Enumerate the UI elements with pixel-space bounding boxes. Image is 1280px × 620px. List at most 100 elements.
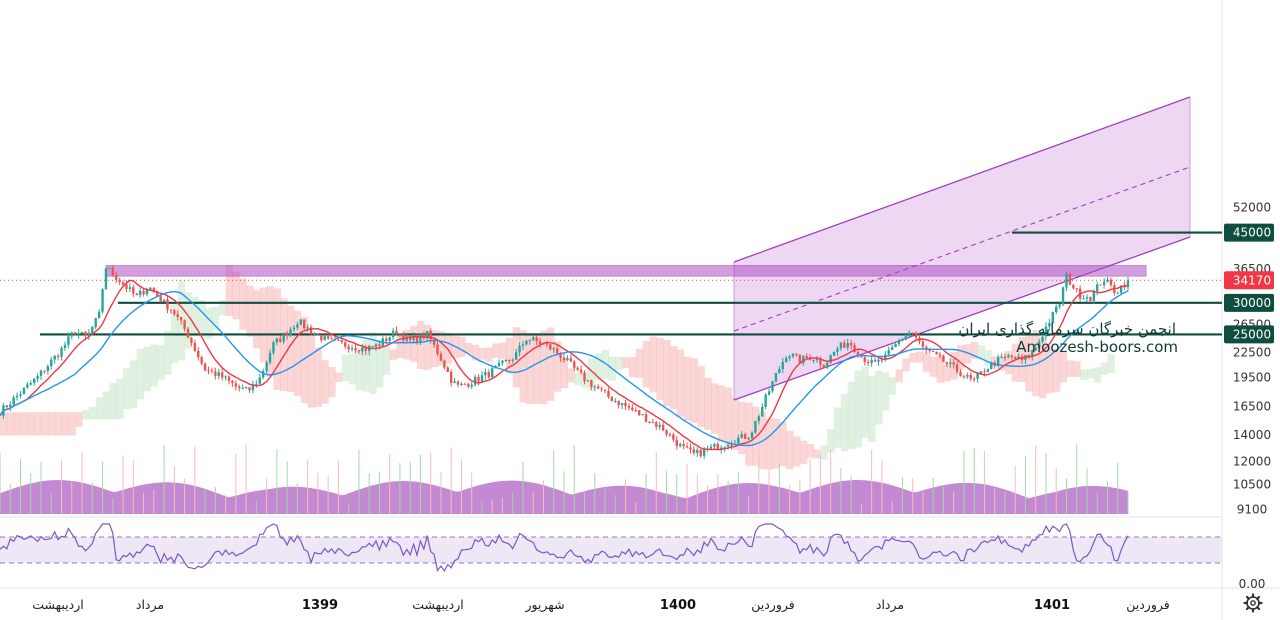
candle-body: [101, 289, 104, 312]
candle-body: [870, 359, 873, 364]
candle-body: [15, 395, 19, 398]
moving-average-1: [0, 279, 1129, 451]
ichimoku-segment: [102, 391, 110, 420]
candle-body: [361, 347, 364, 352]
candle-body: [754, 420, 757, 433]
candle-body: [289, 329, 292, 336]
candle-body: [104, 268, 108, 290]
candle-body: [887, 350, 890, 355]
ichimoku-segment: [567, 368, 575, 383]
ichimoku-segment: [902, 358, 910, 372]
ichimoku-segment: [697, 366, 705, 428]
ichimoku-segment: [198, 299, 206, 337]
candle-body: [648, 421, 651, 423]
ichimoku-segment: [259, 287, 268, 363]
time-axis[interactable]: اردیبهشت مرداد 1399 اردیبهشت شهریور 1400 فرورد…: [32, 597, 1170, 613]
candle-body: [32, 378, 36, 384]
candle-body: [696, 449, 699, 453]
ichimoku-segment: [745, 402, 753, 466]
ichimoku-segment: [560, 357, 569, 389]
price-axis[interactable]: 5200045000365003417030000265002500022500…: [1224, 201, 1274, 517]
resistance-zone[interactable]: [105, 265, 1147, 277]
candle-body: [627, 406, 631, 408]
ichimoku-segment: [683, 356, 692, 421]
candle-body: [723, 446, 726, 448]
candle-body: [484, 372, 487, 376]
candle-body: [784, 358, 788, 363]
resistance-zone-rect: [105, 265, 1147, 277]
candle-body: [983, 371, 986, 373]
ichimoku-segment: [27, 412, 35, 436]
ichimoku-segment: [1080, 369, 1088, 380]
candle-body: [586, 380, 590, 382]
ichimoku-segment: [252, 290, 261, 349]
rsi-pane: 0.00: [0, 523, 1265, 591]
ichimoku-segment: [840, 393, 849, 452]
candle-body: [443, 360, 446, 368]
candle-body: [921, 341, 925, 347]
candle-body: [149, 287, 152, 290]
price-badge-label: 25000: [1233, 327, 1271, 341]
candle-body: [979, 371, 983, 374]
ichimoku-segment: [1066, 360, 1074, 377]
ichimoku-segment: [314, 347, 322, 407]
volume-area: [0, 444, 1129, 514]
gear-icon[interactable]: [1243, 593, 1263, 613]
ichimoku-segment: [492, 343, 500, 358]
ichimoku-segment: [669, 345, 678, 410]
ichimoku-segment: [1093, 367, 1102, 383]
ichimoku-segment: [389, 349, 398, 360]
candle-body: [200, 357, 203, 364]
candle-body: [279, 338, 282, 342]
candle-body: [614, 400, 617, 402]
time-tick-label: فروردین: [1126, 597, 1170, 613]
candle-body: [426, 330, 429, 339]
candle-body: [573, 361, 576, 368]
time-tick-label: 1400: [660, 598, 696, 613]
moving-average-2: [0, 290, 1129, 447]
candle-body: [125, 284, 128, 289]
ichimoku-segment: [95, 397, 104, 420]
ichimoku-segment: [943, 364, 951, 382]
candle-body: [70, 332, 73, 337]
ichimoku-segment: [123, 368, 131, 409]
candle-body: [251, 384, 255, 391]
ichimoku-segment: [526, 332, 534, 405]
candle-body: [467, 384, 470, 387]
ichimoku-segment: [348, 354, 357, 385]
candle-body: [791, 354, 795, 357]
candle-body: [193, 342, 197, 351]
candle-body: [344, 342, 347, 347]
candle-body: [805, 356, 808, 359]
ichimoku-segment: [369, 332, 377, 394]
candle-body: [402, 333, 405, 341]
ichimoku-segment: [184, 292, 193, 349]
ichimoku-segment: [772, 418, 780, 469]
time-tick-label: مرداد: [136, 597, 164, 613]
candle-body: [241, 387, 244, 389]
ichimoku-segment: [334, 372, 343, 382]
candle-body: [996, 357, 1000, 366]
ichimoku-segment: [1107, 354, 1115, 373]
candle-body: [439, 353, 443, 361]
candle-body: [320, 334, 323, 341]
candle-body: [514, 352, 518, 360]
candle-body: [726, 445, 730, 447]
ichimoku-segment: [287, 306, 295, 392]
ichimoku-segment: [779, 421, 787, 467]
candle-body: [761, 406, 764, 417]
candle-body: [884, 354, 887, 360]
candle-body: [665, 430, 668, 435]
candle-body: [46, 366, 50, 372]
candle-body: [945, 361, 949, 364]
candle-body: [374, 344, 378, 347]
ichimoku-segment: [396, 335, 404, 358]
ichimoku-segment: [847, 381, 856, 450]
candle-body: [528, 339, 532, 341]
candle-body: [265, 362, 268, 372]
candle-body: [1075, 288, 1078, 290]
candle-body: [986, 369, 990, 373]
candle-body: [788, 356, 791, 359]
candle-body: [159, 296, 162, 302]
ichimoku-segment: [225, 264, 234, 316]
